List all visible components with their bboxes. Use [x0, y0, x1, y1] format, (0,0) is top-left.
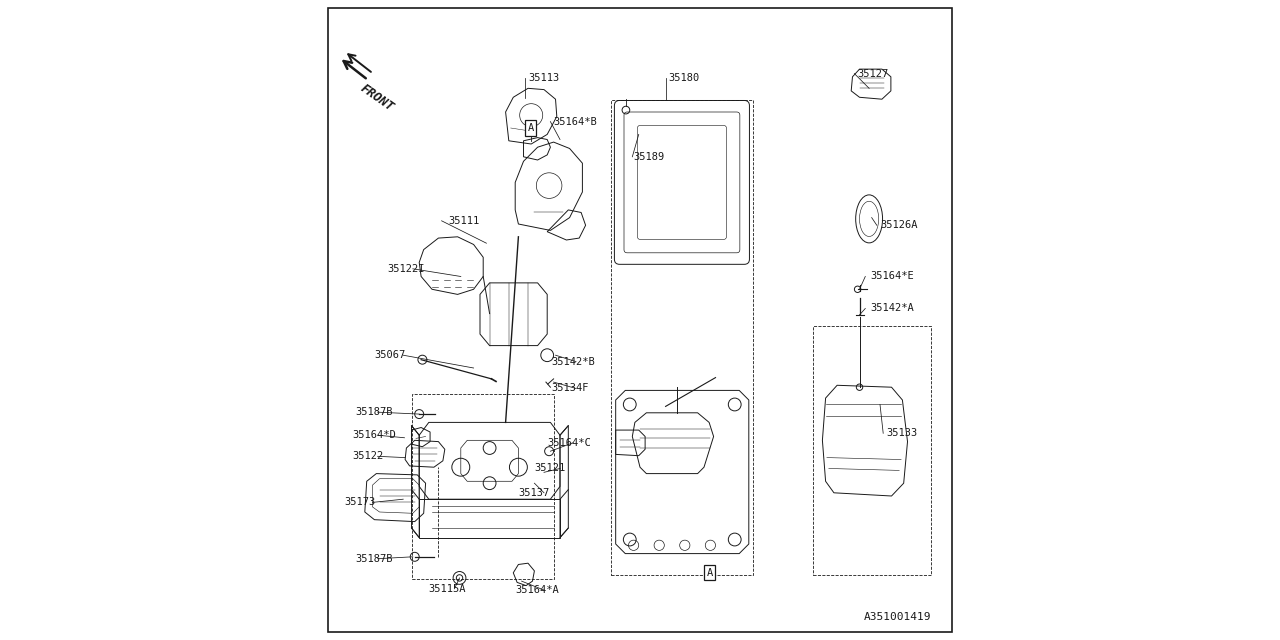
Text: 35173: 35173 — [344, 497, 375, 508]
Text: 35189: 35189 — [634, 152, 664, 162]
Text: 35187B: 35187B — [356, 407, 393, 417]
Text: FRONT: FRONT — [358, 82, 397, 114]
Text: 35137: 35137 — [518, 488, 549, 498]
Text: 35142*B: 35142*B — [552, 356, 595, 367]
Text: A: A — [707, 568, 713, 578]
Text: 35142*A: 35142*A — [870, 303, 914, 314]
Text: 35133: 35133 — [886, 428, 918, 438]
Text: 35115A: 35115A — [429, 584, 466, 594]
Text: 35164*A: 35164*A — [516, 585, 559, 595]
Text: 35122I: 35122I — [387, 264, 425, 274]
Text: A: A — [527, 123, 534, 133]
Text: 35164*C: 35164*C — [548, 438, 591, 448]
Text: 35067: 35067 — [374, 350, 406, 360]
Text: 35126A: 35126A — [881, 220, 918, 230]
Text: 35164*E: 35164*E — [870, 271, 914, 282]
Text: 35134F: 35134F — [552, 383, 589, 394]
Text: 35180: 35180 — [668, 73, 700, 83]
Text: 35187B: 35187B — [356, 554, 393, 564]
Text: 35111: 35111 — [448, 216, 479, 226]
Text: 35164*D: 35164*D — [352, 430, 396, 440]
Text: A351001419: A351001419 — [864, 612, 932, 622]
Text: 35113: 35113 — [529, 73, 559, 83]
Text: 35122: 35122 — [352, 451, 383, 461]
Text: 35127: 35127 — [858, 68, 888, 79]
Text: 35164*B: 35164*B — [554, 116, 598, 127]
Text: 35121: 35121 — [535, 463, 566, 474]
